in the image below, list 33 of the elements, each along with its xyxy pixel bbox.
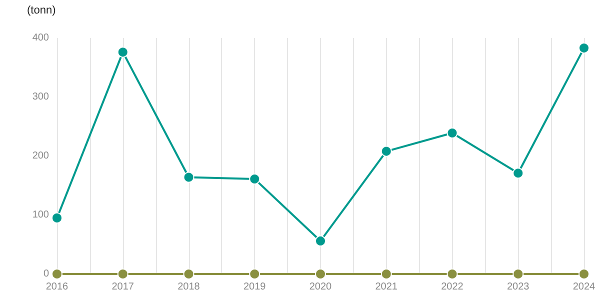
y-tick-label: 400 [32, 32, 50, 44]
point [512, 168, 524, 179]
point [315, 268, 326, 280]
x-tick-label: 2024 [572, 282, 596, 292]
x-tick-label: 2021 [375, 282, 398, 292]
x-tick-label: 2018 [178, 282, 200, 292]
x-tick-label: 2017 [112, 282, 134, 292]
y-axis-title: (tonn) [27, 4, 56, 16]
y-tick-label: 0 [43, 268, 50, 280]
point [446, 268, 458, 280]
point [249, 268, 260, 280]
point [183, 172, 194, 183]
point [380, 146, 392, 157]
y-tick-label: 100 [32, 210, 50, 220]
point [578, 268, 590, 280]
point [578, 42, 590, 54]
x-tick-label: 2016 [46, 282, 69, 292]
point [117, 46, 128, 58]
point [446, 127, 458, 138]
point [117, 268, 128, 280]
point [52, 268, 62, 280]
x-tick-label: 2022 [441, 282, 464, 292]
point [512, 268, 524, 280]
point [52, 212, 62, 224]
point [380, 268, 392, 280]
y-tick-label: 200 [32, 150, 50, 162]
x-tick-label: 2023 [507, 282, 530, 292]
point [249, 174, 260, 185]
point [183, 268, 194, 280]
x-tick-label: 2019 [244, 282, 266, 292]
point [315, 235, 326, 246]
x-tick-label: 2020 [309, 282, 332, 292]
y-tick-label: 300 [32, 92, 50, 102]
